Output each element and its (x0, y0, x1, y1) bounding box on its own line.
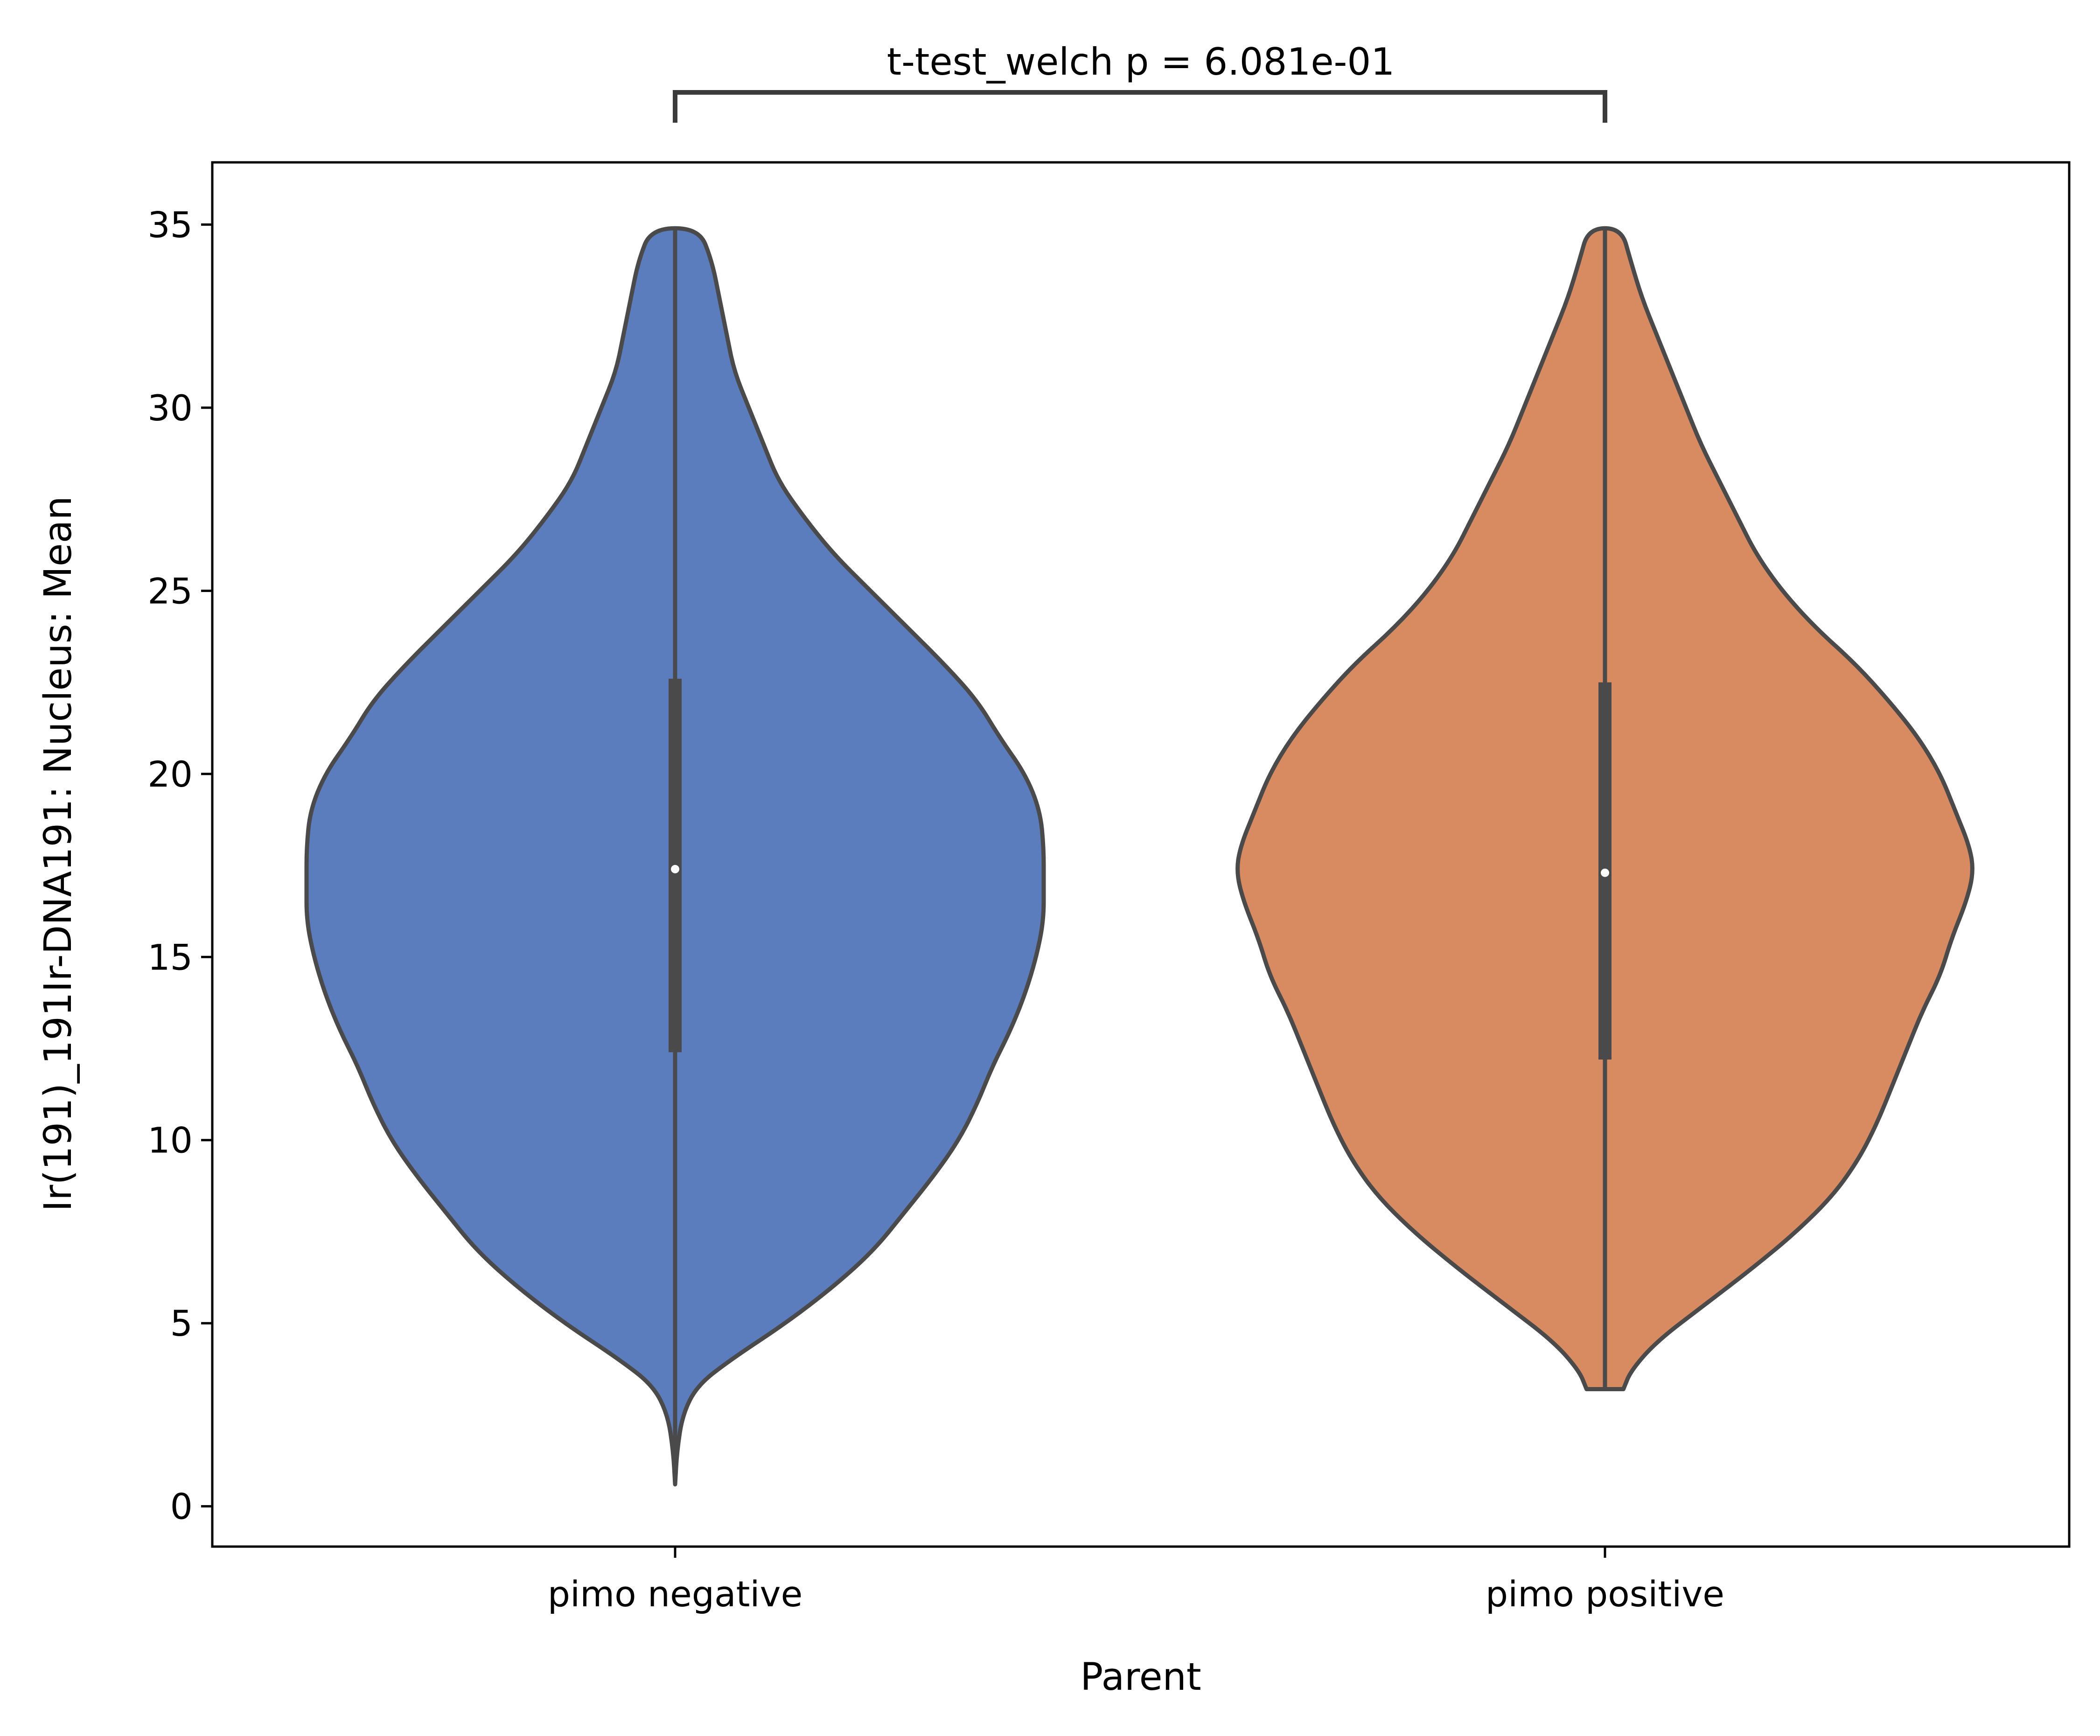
y-tick-label: 0 (170, 1486, 193, 1527)
significance-bracket (673, 90, 1607, 123)
y-tick-label: 35 (147, 204, 193, 245)
plot-frame (211, 161, 2071, 1548)
median-dot-pimo-positive (1601, 868, 1609, 877)
y-tick-label: 20 (147, 753, 193, 795)
y-tick-label: 15 (147, 936, 193, 978)
y-tick-label: 10 (147, 1120, 193, 1161)
y-tick-label: 30 (147, 387, 193, 429)
inner-boxes-layer (669, 228, 1612, 1485)
x-tick-label: pimo negative (548, 1573, 802, 1615)
y-axis: 0 5 10 15 20 25 30 35 (147, 204, 212, 1527)
significance-annotation: t-test_welch p = 6.081e-01 (673, 40, 1607, 123)
x-axis: pimo negative pimo positive (548, 1547, 1724, 1615)
median-dot-pimo-negative (671, 865, 679, 873)
y-tick-label: 25 (147, 570, 193, 612)
y-tick-label: 5 (170, 1303, 193, 1344)
y-axis-label: Ir(191)_191Ir-DNA191: Nucleus: Mean (36, 496, 80, 1211)
x-tick-label: pimo positive (1486, 1573, 1724, 1615)
significance-label: t-test_welch p = 6.081e-01 (887, 40, 1395, 84)
x-axis-label: Parent (1080, 1655, 1201, 1699)
